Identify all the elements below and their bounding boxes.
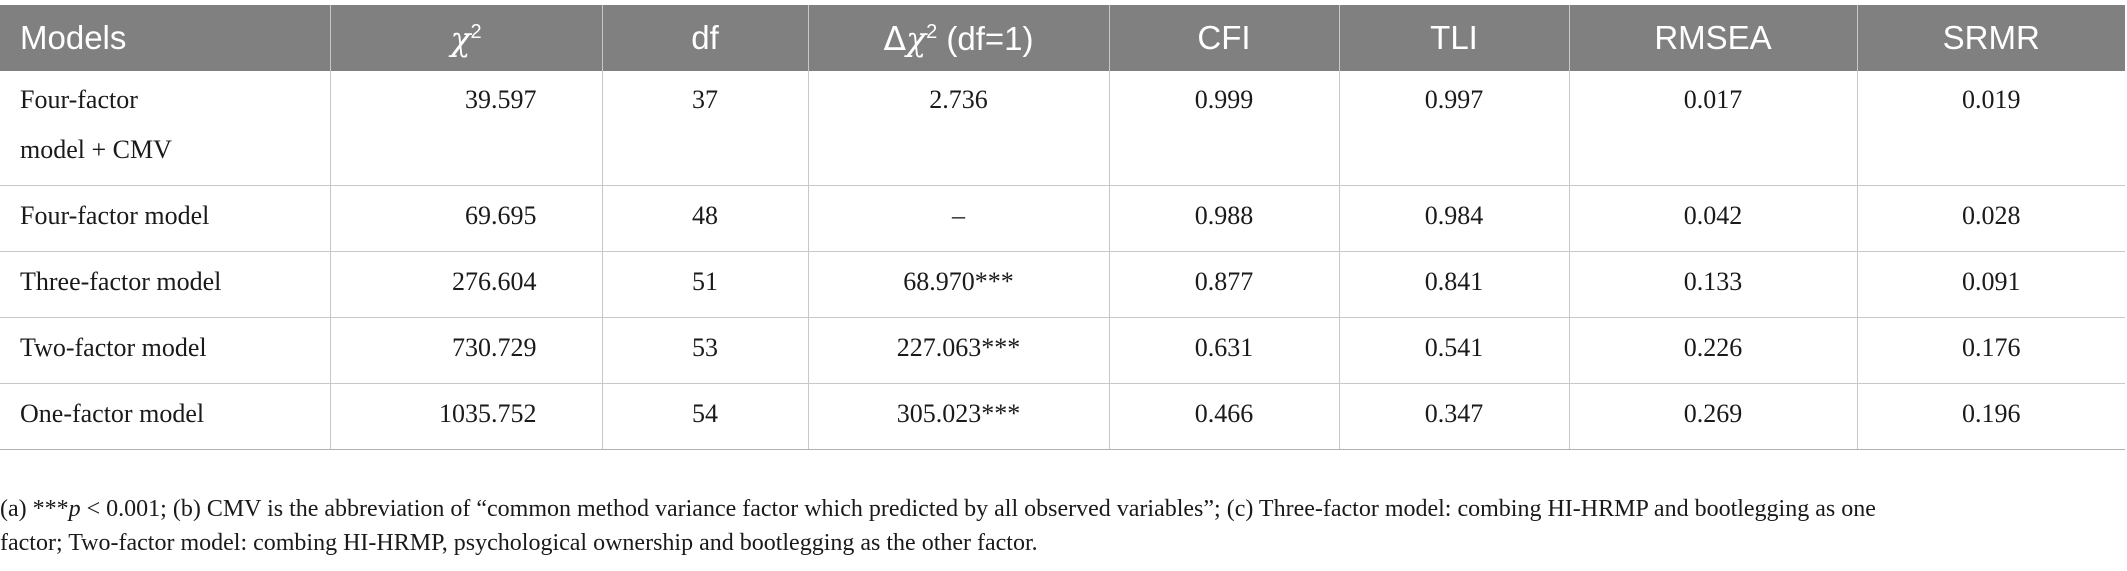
cell-srmr: 0.028: [1856, 185, 2125, 252]
cell-cfi: 0.466: [1108, 383, 1339, 450]
footnote-prefix: (a) ***: [0, 496, 69, 522]
header-rmsea: RMSEA: [1568, 5, 1857, 71]
header-cfi: CFI: [1108, 5, 1339, 71]
cell-df: 51: [601, 251, 808, 318]
delta-symbol: Δ: [883, 18, 907, 58]
cell-tli: 0.997: [1338, 71, 1569, 186]
header-df: df: [601, 5, 808, 71]
table-header: Models χ2 df Δχ2 (df=1) CFI TLI RMSEA SR…: [0, 5, 2125, 71]
cell-rmsea: 0.133: [1568, 251, 1857, 318]
table-row: Four-factor model 69.695 48 – 0.988 0.98…: [0, 185, 2125, 252]
table-row: One-factor model 1035.752 54 305.023*** …: [0, 383, 2125, 450]
cell-df: 53: [601, 317, 808, 384]
table-row: Four-factor model + CMV 39.597 37 2.736 0…: [0, 71, 2125, 186]
cell-tli: 0.541: [1338, 317, 1569, 384]
header-tli: TLI: [1338, 5, 1569, 71]
footnote-line2: factor; Two-factor model: combing HI-HRM…: [0, 530, 1038, 556]
model-name-line1: Four-factor: [20, 85, 138, 114]
cell-srmr: 0.091: [1856, 251, 2125, 318]
table-body: Four-factor model + CMV 39.597 37 2.736 0…: [0, 71, 2125, 450]
cell-tli: 0.347: [1338, 383, 1569, 450]
cell-df: 37: [601, 71, 808, 186]
cell-rmsea: 0.269: [1568, 383, 1857, 450]
cell-cfi: 0.631: [1108, 317, 1339, 384]
table-footnote: (a) ***p < 0.001; (b) CMV is the abbrevi…: [0, 492, 2110, 560]
cell-delta-chi2: 68.970***: [807, 251, 1109, 318]
cell-chi2: 39.597: [329, 71, 602, 186]
cell-srmr: 0.176: [1856, 317, 2125, 384]
cell-rmsea: 0.226: [1568, 317, 1857, 384]
cell-cfi: 0.877: [1108, 251, 1339, 318]
cell-chi2: 730.729: [329, 317, 602, 384]
delta-chi-symbol: χ: [906, 18, 927, 58]
cell-tli: 0.841: [1338, 251, 1569, 318]
model-fit-table: Models χ2 df Δχ2 (df=1) CFI TLI RMSEA SR…: [0, 5, 2125, 450]
header-delta-chi-square: Δχ2 (df=1): [807, 5, 1109, 71]
cell-model: One-factor model: [0, 383, 330, 450]
cell-chi2: 69.695: [329, 185, 602, 252]
cell-srmr: 0.196: [1856, 383, 2125, 450]
cell-df: 54: [601, 383, 808, 450]
footnote-line1: < 0.001; (b) CMV is the abbreviation of …: [80, 496, 1876, 522]
cell-rmsea: 0.017: [1568, 71, 1857, 186]
cell-model: Two-factor model: [0, 317, 330, 384]
cell-model: Four-factor model + CMV: [0, 71, 330, 186]
cell-tli: 0.984: [1338, 185, 1569, 252]
cell-delta-chi2: 305.023***: [807, 383, 1109, 450]
model-name-line2: model + CMV: [20, 135, 172, 164]
delta-chi-superscript: 2: [926, 20, 938, 43]
chi-superscript: 2: [470, 20, 482, 43]
table-row: Three-factor model 276.604 51 68.970*** …: [0, 251, 2125, 318]
cell-cfi: 0.988: [1108, 185, 1339, 252]
cell-cfi: 0.999: [1108, 71, 1339, 186]
table-row: Two-factor model 730.729 53 227.063*** 0…: [0, 317, 2125, 384]
cell-delta-chi2: 2.736: [807, 71, 1109, 186]
cell-rmsea: 0.042: [1568, 185, 1857, 252]
cell-model: Four-factor model: [0, 185, 330, 252]
header-srmr: SRMR: [1856, 5, 2125, 71]
delta-suffix: (df=1): [937, 19, 1034, 57]
cell-chi2: 1035.752: [329, 383, 602, 450]
cell-srmr: 0.019: [1856, 71, 2125, 186]
cell-df: 48: [601, 185, 808, 252]
header-chi-square: χ2: [329, 5, 602, 71]
cell-chi2: 276.604: [329, 251, 602, 318]
header-models: Models: [20, 19, 127, 56]
cell-delta-chi2: 227.063***: [807, 317, 1109, 384]
cell-delta-chi2: –: [807, 185, 1109, 252]
chi-symbol: χ: [450, 18, 471, 58]
cell-model: Three-factor model: [0, 251, 330, 318]
footnote-p-symbol: p: [68, 496, 81, 522]
header-row: Models χ2 df Δχ2 (df=1) CFI TLI RMSEA SR…: [0, 5, 2125, 71]
